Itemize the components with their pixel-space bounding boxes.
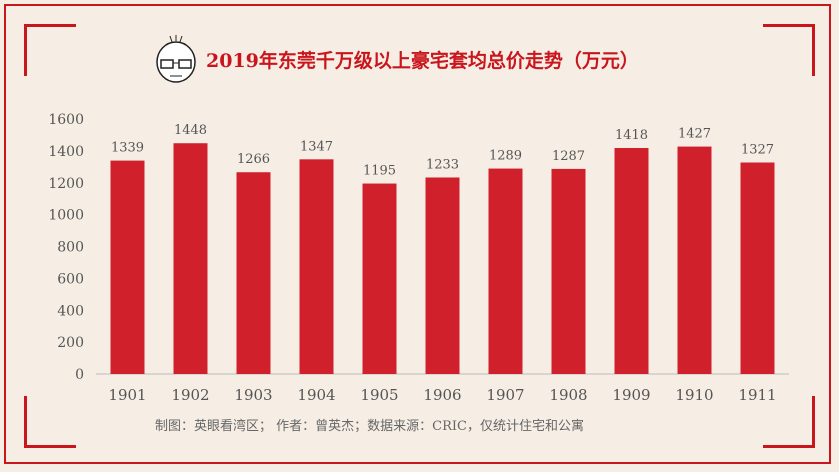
corner-ornament [24, 396, 76, 448]
data-label: 1266 [237, 152, 270, 167]
data-label: 1327 [741, 143, 774, 158]
y-tick-label: 200 [57, 335, 84, 351]
corner-ornament [24, 24, 76, 76]
x-tick-label: 1909 [612, 386, 650, 404]
y-tick-label: 800 [57, 240, 84, 256]
bar [173, 143, 208, 374]
bar [614, 148, 649, 374]
y-tick-label: 1400 [48, 144, 84, 160]
data-label: 1448 [174, 123, 207, 138]
x-tick-label: 1904 [297, 386, 335, 404]
y-tick-label: 1000 [48, 208, 84, 224]
source-note: 制图：英眼看湾区； 作者：曾英杰；数据来源：CRIC，仅统计住宅和公寓 [155, 419, 584, 434]
y-tick-label: 0 [75, 367, 84, 383]
bar [677, 146, 712, 374]
x-tick-label: 1902 [171, 386, 209, 404]
y-tick-label: 600 [57, 271, 84, 287]
x-tick-label: 1911 [738, 386, 776, 404]
bar [740, 162, 775, 374]
x-tick-label: 1905 [360, 386, 398, 404]
data-label: 1347 [300, 139, 333, 154]
data-label: 1289 [489, 149, 522, 164]
y-tick-label: 400 [57, 303, 84, 319]
x-tick-label: 1910 [675, 386, 713, 404]
data-label: 1418 [615, 128, 648, 143]
chart-title: 2019年东莞千万级以上豪宅套均总价走势（万元） [206, 50, 639, 72]
data-label: 1287 [552, 149, 585, 164]
x-tick-label: 1903 [234, 386, 272, 404]
bar [425, 177, 460, 374]
x-tick-label: 1907 [486, 386, 524, 404]
y-tick-label: 1600 [48, 112, 84, 128]
x-tick-label: 1906 [423, 386, 461, 404]
x-tick-label: 1908 [549, 386, 587, 404]
bar [299, 159, 334, 374]
bar [236, 172, 271, 374]
corner-ornament [763, 396, 815, 448]
data-label: 1339 [111, 141, 144, 156]
data-label: 1233 [426, 157, 459, 172]
y-tick-label: 1200 [48, 176, 84, 192]
cartoon-face-icon [156, 35, 196, 83]
bar [488, 168, 523, 374]
border-frame [4, 4, 831, 464]
data-label: 1195 [363, 164, 396, 179]
bar [551, 168, 586, 374]
x-tick-label: 1901 [108, 386, 146, 404]
corner-ornament [763, 24, 815, 76]
bar [110, 160, 145, 374]
data-label: 1427 [678, 127, 711, 142]
bar [362, 183, 397, 374]
